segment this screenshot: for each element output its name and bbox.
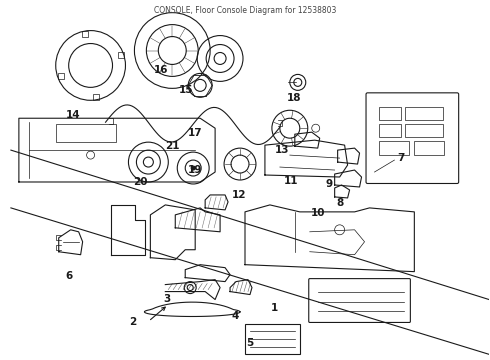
- Bar: [93, 94, 99, 100]
- Text: 3: 3: [163, 294, 171, 305]
- Bar: [56, 124, 116, 142]
- Text: 15: 15: [179, 85, 194, 95]
- Text: 9: 9: [325, 179, 333, 189]
- Bar: [82, 31, 88, 37]
- Text: 7: 7: [397, 153, 405, 163]
- Text: 1: 1: [270, 303, 278, 314]
- Text: 20: 20: [133, 177, 147, 187]
- Bar: [379, 107, 401, 120]
- Text: 2: 2: [129, 317, 136, 327]
- Bar: [379, 124, 401, 137]
- Bar: [405, 124, 443, 137]
- Text: 10: 10: [311, 208, 325, 219]
- Text: 4: 4: [232, 311, 239, 320]
- Bar: [405, 107, 443, 120]
- Text: 8: 8: [337, 198, 344, 208]
- Text: 19: 19: [188, 165, 202, 175]
- Bar: [58, 73, 64, 79]
- Text: 12: 12: [231, 190, 246, 201]
- Bar: [379, 141, 409, 155]
- Bar: [118, 51, 123, 58]
- Text: 21: 21: [166, 141, 180, 151]
- Text: 13: 13: [274, 144, 289, 154]
- Text: 5: 5: [246, 338, 253, 348]
- Text: 18: 18: [287, 93, 301, 103]
- Text: 11: 11: [284, 176, 298, 186]
- Bar: [415, 141, 444, 155]
- Bar: [245, 324, 300, 354]
- Text: 17: 17: [188, 128, 202, 138]
- Circle shape: [191, 166, 195, 170]
- Text: 14: 14: [66, 111, 80, 121]
- Text: 16: 16: [154, 64, 168, 75]
- Text: 6: 6: [66, 271, 73, 281]
- Text: CONSOLE, Floor Console Diagram for 12538803: CONSOLE, Floor Console Diagram for 12538…: [154, 6, 336, 15]
